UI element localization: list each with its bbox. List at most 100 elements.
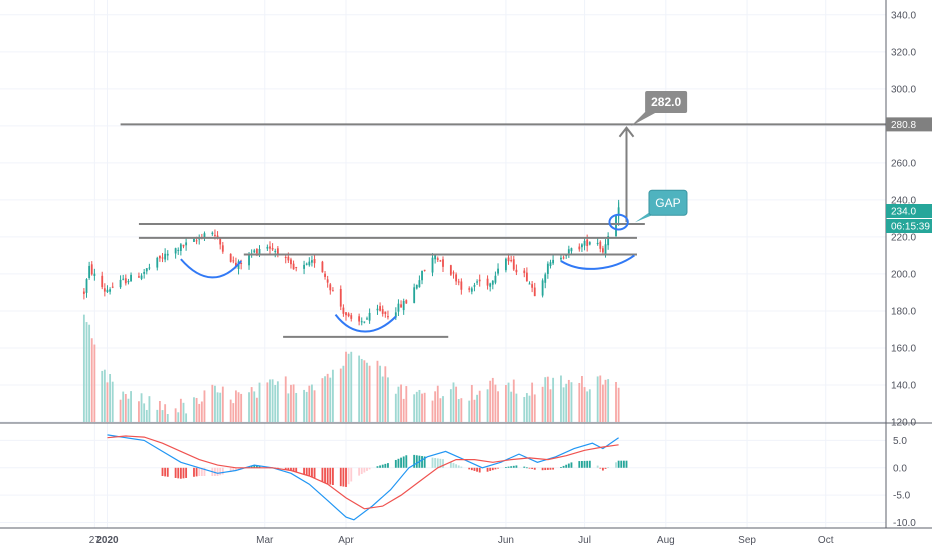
- macd-histogram-bar: [363, 467, 366, 473]
- candle-body: [140, 275, 143, 279]
- candle-body: [578, 246, 581, 250]
- volume-bar: [329, 377, 332, 422]
- gap-highlight-ellipse[interactable]: [608, 213, 629, 231]
- volume-bar: [82, 314, 85, 422]
- macd-histogram-bar: [258, 465, 261, 468]
- macd-histogram-bar: [455, 464, 458, 468]
- volume-bar: [384, 366, 387, 422]
- volume-bar: [195, 397, 198, 422]
- candle-body: [93, 273, 96, 276]
- volume-bar: [544, 377, 547, 422]
- volume-bar: [601, 384, 604, 422]
- volume-bar: [266, 382, 269, 422]
- macd-histogram-bar: [617, 460, 620, 468]
- candle-body: [127, 281, 130, 283]
- volume-bar: [525, 393, 528, 422]
- candle-body: [552, 259, 555, 264]
- volume-bar: [552, 377, 555, 422]
- candle-body: [421, 270, 423, 281]
- volume-bar: [457, 399, 460, 422]
- macd-histogram-bar: [457, 465, 460, 468]
- macd-histogram-bar: [166, 467, 169, 477]
- candle-body: [504, 258, 507, 271]
- volume-bar: [339, 368, 342, 422]
- candle-body: [387, 316, 389, 318]
- macd-histogram-bar: [442, 459, 444, 468]
- candle-body: [473, 285, 476, 287]
- candle-body: [303, 264, 305, 269]
- volume-bar: [607, 379, 610, 422]
- volume-bar: [504, 385, 507, 422]
- volume-bar: [276, 381, 279, 422]
- gap-callout[interactable]: GAP: [634, 189, 688, 223]
- volume-bar: [177, 412, 180, 422]
- macd-histogram-bar: [622, 460, 625, 468]
- candle-body: [214, 234, 216, 236]
- candle-body: [452, 272, 455, 274]
- candle-body: [397, 303, 400, 312]
- cup-handle-drawing[interactable]: [334, 314, 397, 333]
- volume-bar: [583, 387, 586, 422]
- macd-histogram-bar: [620, 460, 623, 468]
- macd-tick-label: -5.0: [893, 491, 911, 502]
- volume-bar: [400, 384, 402, 422]
- candle-body: [596, 242, 599, 244]
- price-tick-label: 240.0: [891, 195, 916, 206]
- volume-bar: [193, 397, 195, 422]
- volume-bar: [565, 383, 568, 422]
- target-price-callout[interactable]: 282.0: [631, 91, 688, 127]
- cup-handle-drawing[interactable]: [180, 258, 242, 279]
- candle-body: [402, 301, 405, 311]
- candle-body: [588, 242, 591, 245]
- macd-histogram-bar: [311, 467, 313, 478]
- candle-body: [523, 270, 526, 274]
- volume-bar: [358, 355, 361, 422]
- volume-bar: [219, 392, 222, 422]
- volume-bar: [376, 360, 379, 422]
- macd-histogram-bar: [489, 467, 492, 471]
- candle-body: [158, 255, 161, 259]
- macd-histogram-bar: [331, 467, 334, 485]
- bar-countdown-badge-bg: [886, 219, 932, 233]
- macd-histogram-bar: [525, 467, 528, 469]
- macd-histogram-bar: [326, 467, 329, 485]
- price-tick-label: 140.0: [891, 380, 916, 391]
- candle-body: [436, 258, 439, 260]
- candle-body: [339, 288, 342, 307]
- candle-body: [581, 244, 583, 248]
- annotations[interactable]: 282.0 GAP: [120, 91, 886, 338]
- macd-histogram-bar: [565, 464, 568, 468]
- cup-handle-drawing[interactable]: [560, 254, 635, 270]
- volume-bar: [347, 353, 350, 422]
- macd-histogram-bar: [394, 459, 397, 468]
- macd-histogram-bar: [232, 467, 235, 472]
- volume-bar: [531, 382, 534, 422]
- volume-bar: [510, 391, 513, 422]
- macd-histogram-bar: [452, 463, 455, 468]
- price-tick-label: 120.0: [891, 418, 916, 429]
- arrow-head: [618, 126, 635, 138]
- macd-tick-label: 5.0: [893, 436, 907, 447]
- candle-body: [255, 248, 258, 254]
- macd-histogram-bar: [470, 467, 473, 471]
- volume-bar: [122, 391, 125, 422]
- candle-body: [179, 244, 182, 251]
- volume-bar: [586, 391, 589, 422]
- macd-histogram-bar: [473, 467, 476, 471]
- price-tick-label: 160.0: [891, 343, 916, 354]
- volume-bar: [470, 384, 473, 422]
- macd-histogram-bar: [478, 467, 481, 473]
- macd-histogram-bar: [400, 457, 402, 468]
- macd-histogram-bar: [290, 467, 292, 471]
- candle-body: [460, 281, 463, 290]
- macd-histogram-bar: [497, 467, 499, 469]
- volume-bar: [604, 379, 607, 422]
- bar-countdown-badge-text: 06:15:39: [891, 222, 930, 233]
- last-price-badge: 234.0: [886, 204, 932, 218]
- candle-body: [601, 248, 604, 253]
- candle-body: [276, 248, 279, 256]
- volume-bar: [287, 393, 290, 422]
- candle-body: [544, 274, 547, 283]
